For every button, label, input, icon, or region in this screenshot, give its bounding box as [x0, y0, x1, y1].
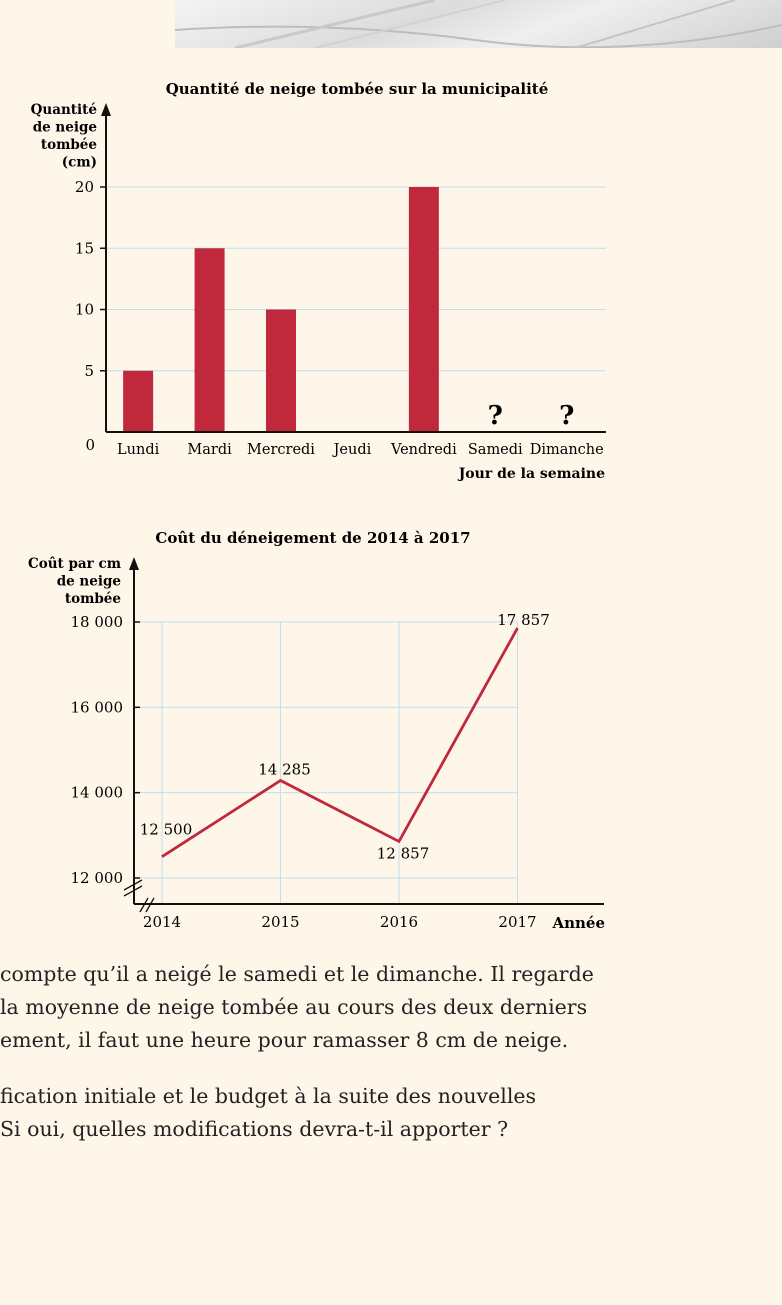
bar-ylabel-line: (cm) [62, 155, 97, 171]
axis-break-icon [139, 897, 149, 913]
bar-mardi [194, 248, 225, 432]
line-ytick-label: 14 000 [71, 784, 124, 802]
paragraph-line: ement, il faut une heure pour ramasser 8… [0, 1028, 569, 1052]
bar-mercredi [266, 309, 296, 432]
line-ytick-label: 12 000 [71, 869, 124, 887]
bar-vendredi [408, 187, 439, 432]
bar-ylabel-line: Quantité [31, 102, 97, 118]
line-chart-xlabel: Année [551, 914, 605, 932]
bar-ylabel-line: de neige [33, 120, 97, 136]
axis-break-icon [123, 885, 143, 897]
bar-xtick-label: Dimanche [530, 442, 604, 458]
problem-paragraph-1: compte qu’il a neigé le samedi et le dim… [0, 958, 782, 1057]
bar-xtick-label: Jeudi [332, 442, 372, 458]
bar-y-axis-arrow-icon [101, 103, 111, 116]
cost-line-chart: Coût du déneigement de 2014 à 2017 Coût … [28, 529, 605, 932]
paragraph-line: la moyenne de neige tombée au cours des … [0, 995, 588, 1019]
unknown-value-marker: ? [488, 401, 503, 431]
problem-paragraph-2: fication initiale et le budget à la suit… [0, 1080, 782, 1146]
snow-road-photo [175, 0, 782, 48]
bar-chart-xlabel: Jour de la semaine [457, 466, 605, 482]
line-y-axis-arrow-icon [129, 557, 139, 570]
line-ylabel-line: de neige [57, 574, 121, 590]
axis-break-icon [123, 879, 143, 891]
line-xtick-label: 2016 [380, 913, 418, 931]
line-data-label: 17 857 [497, 611, 550, 629]
line-xtick-label: 2017 [498, 913, 536, 931]
line-ytick-label: 18 000 [71, 613, 124, 631]
axis-break-icon [145, 897, 155, 913]
bar-ytick-label: 5 [84, 362, 94, 380]
bar-ytick-label: 10 [75, 301, 94, 319]
line-chart-title: Coût du déneigement de 2014 à 2017 [155, 529, 470, 547]
bar-lundi [123, 370, 154, 432]
unknown-value-marker: ? [559, 401, 574, 431]
bar-ylabel-line: tombée [41, 137, 97, 153]
bar-xtick-label: Mardi [187, 442, 232, 458]
snow-texture-icon [175, 0, 782, 48]
line-xtick-label: 2015 [261, 913, 299, 931]
bar-ytick-label: 0 [85, 436, 95, 454]
line-data-label: 12 500 [140, 821, 193, 839]
cost-series-line [161, 627, 519, 858]
bar-chart-title: Quantité de neige tombée sur la municipa… [166, 80, 549, 98]
bar-ytick-label: 15 [75, 239, 94, 257]
line-ytick-label: 16 000 [71, 698, 124, 716]
snowfall-bar-chart: Quantité de neige tombée sur la municipa… [31, 80, 606, 482]
line-ylabel-line: tombée [65, 591, 121, 607]
bar-xtick-label: Samedi [468, 442, 523, 458]
line-data-label: 12 857 [377, 844, 430, 862]
line-data-label: 14 285 [258, 761, 311, 779]
bar-xtick-label: Lundi [117, 442, 160, 458]
bar-xtick-label: Mercredi [247, 442, 315, 458]
paragraph-line: fication initiale et le budget à la suit… [0, 1084, 537, 1108]
line-ylabel-line: Coût par cm [28, 556, 121, 572]
bar-ytick-label: 20 [75, 178, 94, 196]
bar-xtick-label: Vendredi [390, 442, 457, 458]
line-xtick-label: 2014 [143, 913, 181, 931]
paragraph-line: compte qu’il a neigé le samedi et le dim… [0, 962, 594, 986]
paragraph-line: Si oui, quelles modifications devra-t-il… [0, 1117, 509, 1141]
